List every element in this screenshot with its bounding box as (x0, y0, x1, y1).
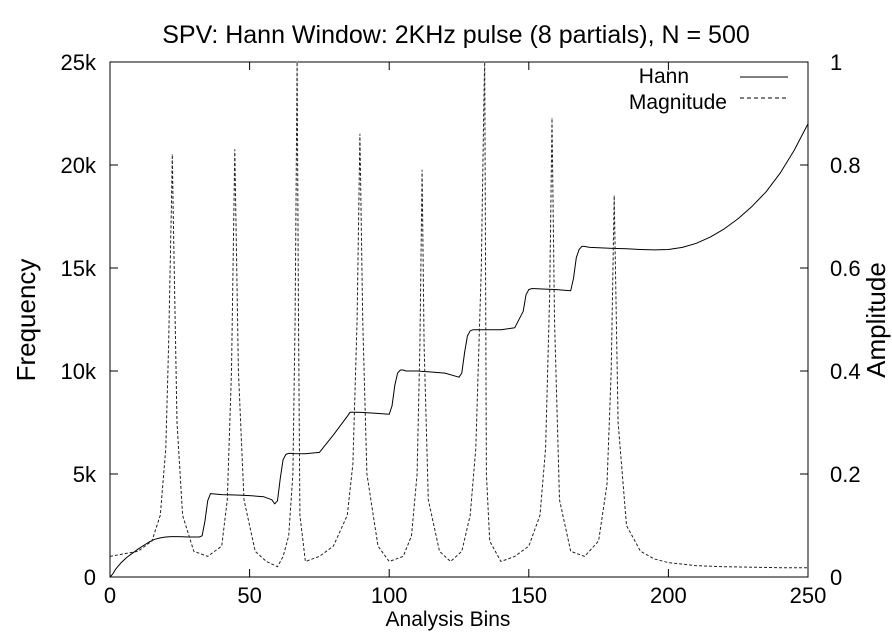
chart-title: SPV: Hann Window: 2KHz pulse (8 partials… (162, 21, 750, 49)
series-line-hann (109, 123, 809, 578)
magnitude-peak-point (484, 61, 486, 63)
magnitude-peak-point (613, 195, 615, 197)
y-tick-label: 10k (61, 359, 97, 384)
x-tick-label: 0 (104, 583, 116, 608)
y2-tick-label: 0 (830, 565, 842, 590)
magnitude-peak-point (296, 61, 298, 63)
magnitude-peak-point (234, 149, 236, 151)
x-tick-label: 150 (510, 583, 547, 608)
plot-frame (109, 61, 809, 578)
y-axis-right: 0 0.2 0.4 0.6 0.8 1 (800, 50, 861, 590)
x-axis: 0 50 100 150 200 250 (104, 62, 826, 608)
x-tick-label: 250 (790, 583, 827, 608)
x-tick-label: 100 (371, 583, 408, 608)
series-group (109, 61, 809, 578)
magnitude-peak-point (171, 154, 173, 156)
magnitude-peak-point (421, 169, 423, 171)
y2-tick-label: 0.2 (830, 462, 861, 487)
series-line-magnitude (109, 61, 808, 569)
y2-tick-label: 0.8 (830, 153, 861, 178)
y2-tick-label: 1 (830, 50, 842, 75)
y-tick-label: 5k (73, 462, 97, 487)
y-tick-label: 0 (84, 565, 96, 590)
y-axis-left: 0 5k 10k 15k 20k 25k (61, 50, 118, 590)
magnitude-peak-point (551, 118, 553, 120)
magnitude-peak-point (359, 133, 361, 135)
y2-tick-label: 0.6 (830, 256, 861, 281)
x-tick-label: 50 (237, 583, 261, 608)
legend-label-hann: Hann (639, 65, 689, 88)
y-tick-label: 15k (61, 256, 97, 281)
y2-axis-title: Amplitude (861, 262, 891, 378)
legend-label-magnitude: Magnitude (629, 91, 727, 114)
x-axis-title: Analysis Bins (386, 608, 511, 631)
x-tick-label: 200 (650, 583, 687, 608)
y2-tick-label: 0.4 (830, 359, 861, 384)
y-tick-label: 20k (61, 153, 97, 178)
y-tick-label: 25k (61, 50, 97, 75)
y-axis-title: Frequency (11, 259, 41, 382)
legend: Hann Magnitude (629, 65, 788, 114)
